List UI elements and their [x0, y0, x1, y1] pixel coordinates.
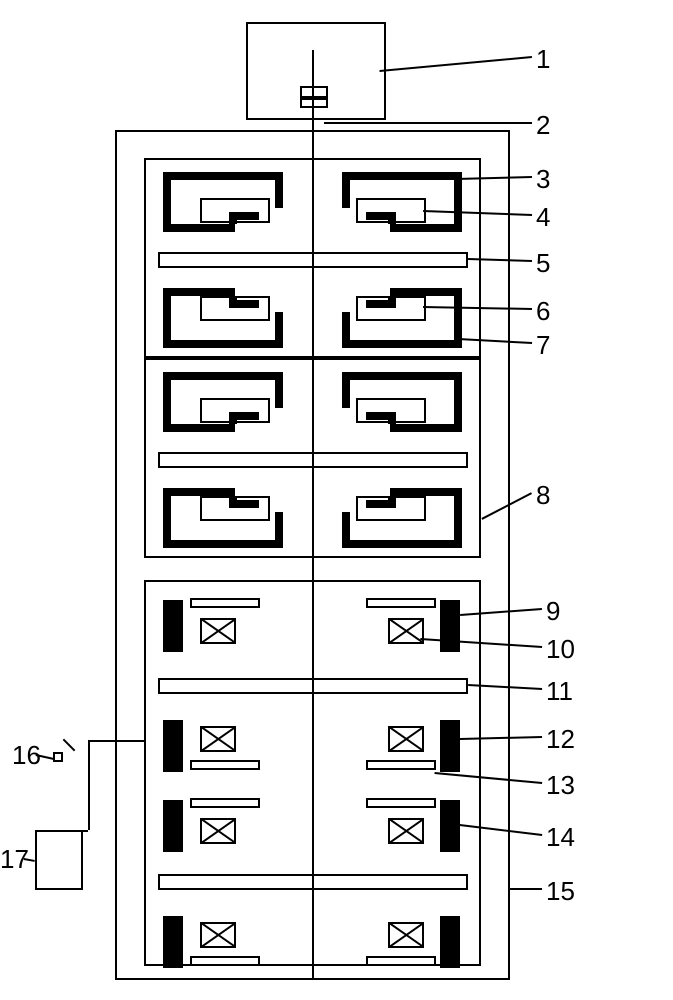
inner-rect — [356, 398, 426, 423]
coil-box — [200, 818, 236, 844]
callout-6: 6 — [536, 296, 550, 327]
mid-bar — [158, 252, 468, 268]
callout-10: 10 — [546, 634, 575, 665]
magnet-black — [163, 720, 183, 772]
coil-box — [200, 726, 236, 752]
magnet-black — [163, 800, 183, 852]
callout-4: 4 — [536, 202, 550, 233]
inner-rect — [356, 496, 426, 521]
inner-rect — [356, 296, 426, 321]
coil-box — [200, 922, 236, 948]
thin-plate — [366, 956, 436, 966]
thin-plate — [190, 760, 260, 770]
callout-3: 3 — [536, 164, 550, 195]
callout-11: 11 — [546, 676, 573, 707]
magnet-black — [440, 720, 460, 772]
magnet-black — [440, 600, 460, 652]
callout-7: 7 — [536, 330, 550, 361]
coil-box — [388, 618, 424, 644]
magnet-black — [163, 600, 183, 652]
thin-plate — [366, 798, 436, 808]
coil-box — [388, 922, 424, 948]
magnet-black — [163, 916, 183, 968]
inner-rect — [200, 296, 270, 321]
callout-8: 8 — [536, 480, 550, 511]
callout-9: 9 — [546, 596, 560, 627]
coil-box — [200, 618, 236, 644]
magnet-black — [440, 916, 460, 968]
callout-1: 1 — [536, 44, 550, 75]
connector-upper — [300, 86, 328, 98]
thin-plate — [190, 798, 260, 808]
inner-rect — [200, 398, 270, 423]
thin-plate — [366, 598, 436, 608]
mid-bar — [158, 678, 468, 694]
callout-12: 12 — [546, 724, 575, 755]
coil-box — [388, 818, 424, 844]
callout-2: 2 — [536, 110, 550, 141]
magnet-black — [440, 800, 460, 852]
inner-rect — [200, 198, 270, 223]
thin-plate — [190, 956, 260, 966]
thin-plate — [190, 598, 260, 608]
callout-13: 13 — [546, 770, 575, 801]
thin-plate — [366, 760, 436, 770]
sensor-marker — [53, 752, 63, 762]
mid-bar — [158, 874, 468, 890]
callout-14: 14 — [546, 822, 575, 853]
callout-5: 5 — [536, 248, 550, 279]
external-box — [35, 830, 83, 890]
coil-box — [388, 726, 424, 752]
mid-bar — [158, 452, 468, 468]
inner-rect — [200, 496, 270, 521]
callout-15: 15 — [546, 876, 575, 907]
connector-lower — [300, 98, 328, 108]
inner-rect — [356, 198, 426, 223]
